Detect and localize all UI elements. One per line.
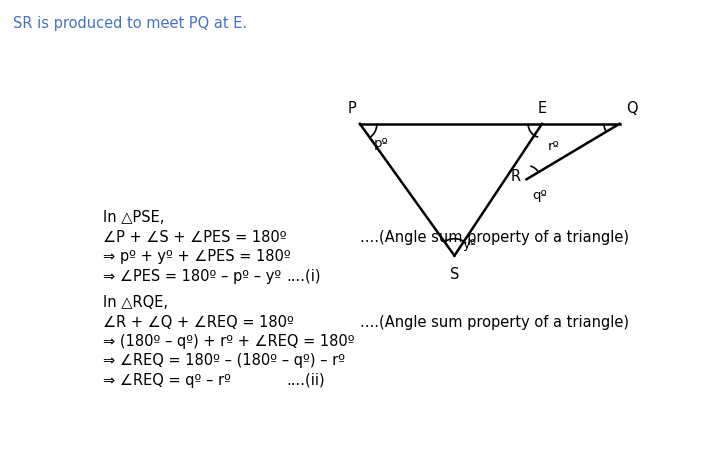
Text: SR is produced to meet PQ at E.: SR is produced to meet PQ at E. (13, 16, 247, 31)
Text: In △RQE,: In △RQE, (103, 294, 167, 309)
Text: In △PSE,: In △PSE, (103, 210, 164, 225)
Text: E: E (537, 101, 547, 116)
Text: ⇒ ∠PES = 180º – pº – yº: ⇒ ∠PES = 180º – pº – yº (103, 268, 281, 283)
Text: Q: Q (626, 101, 637, 116)
Text: rº: rº (548, 140, 560, 153)
Text: ⇒ ∠REQ = 180º – (180º – qº) – rº: ⇒ ∠REQ = 180º – (180º – qº) – rº (103, 353, 345, 368)
Text: pº: pº (374, 137, 389, 150)
Text: ∠R + ∠Q + ∠REQ = 180º: ∠R + ∠Q + ∠REQ = 180º (103, 314, 294, 329)
Text: ....(Angle sum property of a triangle): ....(Angle sum property of a triangle) (360, 229, 629, 244)
Text: ∠P + ∠S + ∠PES = 180º: ∠P + ∠S + ∠PES = 180º (103, 229, 286, 244)
Text: yº: yº (462, 238, 476, 251)
Text: ⇒ pº + yº + ∠PES = 180º: ⇒ pº + yº + ∠PES = 180º (103, 249, 290, 264)
Text: ....(ii): ....(ii) (286, 372, 325, 387)
Text: qº: qº (532, 188, 547, 201)
Text: ⇒ (180º – qº) + rº + ∠REQ = 180º: ⇒ (180º – qº) + rº + ∠REQ = 180º (103, 333, 354, 348)
Text: ⇒ ∠REQ = qº – rº: ⇒ ∠REQ = qº – rº (103, 372, 230, 387)
Text: ....(Angle sum property of a triangle): ....(Angle sum property of a triangle) (360, 314, 629, 329)
Text: ....(i): ....(i) (286, 268, 320, 283)
Text: P: P (347, 101, 356, 116)
Text: R: R (510, 169, 520, 184)
Text: S: S (450, 267, 459, 282)
